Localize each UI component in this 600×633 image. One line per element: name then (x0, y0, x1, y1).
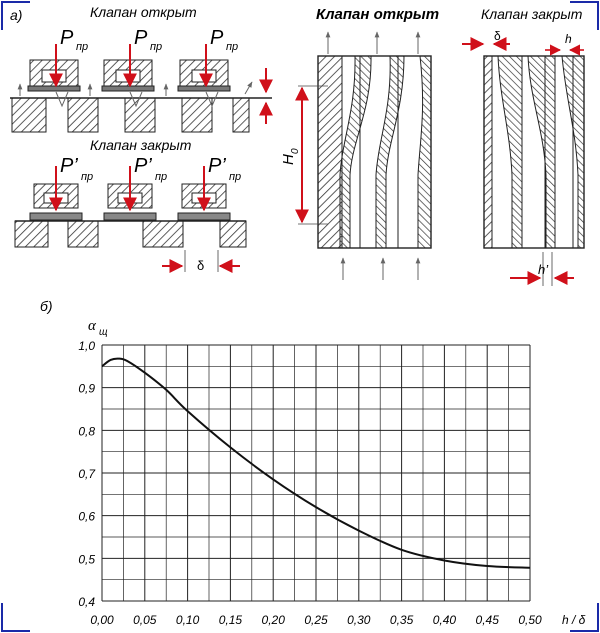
right-h-label: h (565, 32, 572, 46)
x-tick-label: 0,40 (433, 613, 457, 627)
right-hprime-label: h’ (538, 262, 549, 277)
data-curve (101, 357, 531, 569)
force-label: P (210, 27, 224, 49)
force-label-sub: пр (229, 171, 241, 183)
y-tick-label: 0,4 (78, 595, 95, 609)
height-label-sub: 0 (290, 148, 301, 154)
panel-b-label: б) (40, 298, 53, 314)
panel-right: Клапан закрыт δ h h’ (462, 6, 585, 286)
x-tick-label: 0,20 (262, 613, 286, 627)
x-tick-label: 0,10 (176, 613, 200, 627)
open-force-arrows (49, 44, 273, 124)
x-tick-label: 0,35 (390, 613, 414, 627)
panel-a-title-closed: Клапан закрыт (90, 137, 192, 153)
closed-force-arrows (49, 166, 240, 273)
panel-mid-title: Клапан открыт (316, 6, 439, 23)
right-delta-label: δ (494, 29, 501, 43)
closed-valve-seat (14, 220, 247, 248)
height-label-main: H (280, 154, 297, 165)
panel-right-title: Клапан закрыт (481, 6, 583, 22)
force-label-sub: пр (155, 171, 167, 183)
y-tick-label: 1,0 (78, 339, 95, 353)
panel-a-title-open: Клапан открыт (90, 4, 197, 20)
panel-a-label: а) (10, 7, 22, 23)
y-tick-label: 0,5 (78, 552, 95, 566)
force-label: P’ (208, 155, 226, 177)
height-label: H 0 (280, 148, 301, 165)
chart: 0,00 0,05 0,10 0,15 0,20 0,25 0,30 0,35 0,40 0,45… (78, 318, 585, 627)
force-label: P’ (60, 155, 78, 177)
delta-label: δ (197, 258, 204, 273)
open-valve-seat (10, 97, 272, 133)
mid-arrows-bottom (340, 257, 421, 280)
panel-b: б) 0,00 0,05 0,10 0,15 0,20 0,25 0,30 0,35 0,40 0… (40, 298, 586, 627)
x-tick-label: 0,15 (219, 613, 243, 627)
y-tick-label: 0,6 (78, 510, 95, 524)
y-tick-label: 0,9 (78, 382, 95, 396)
closed-force-labels: P’ пр P’ пр P’ пр (60, 155, 241, 183)
x-tick-label: 0,50 (518, 613, 542, 627)
y-tick-label: 0,7 (78, 467, 96, 481)
y-axis-label-sub: щ (99, 327, 108, 338)
x-tick-label: 0,30 (347, 613, 371, 627)
force-label: P (60, 27, 74, 49)
x-tick-label: 0,05 (133, 613, 157, 627)
force-label-sub: пр (76, 41, 88, 53)
x-tick-label: 0,45 (476, 613, 500, 627)
force-label-sub: пр (81, 171, 93, 183)
panel-middle: Клапан открыт H 0 (280, 6, 439, 280)
panel-a: а) Клапан открыт (10, 4, 273, 273)
x-axis-label: h / δ (562, 613, 586, 627)
open-force-labels: P пр P пр P пр (60, 27, 238, 53)
y-tick-label: 0,8 (78, 424, 95, 438)
force-label: P (134, 27, 148, 49)
x-tick-label: 0,25 (304, 613, 328, 627)
force-label: P’ (134, 155, 152, 177)
x-tick-label: 0,00 (90, 613, 114, 627)
y-axis-label: α (88, 318, 97, 334)
force-label-sub: пр (226, 41, 238, 53)
mid-arrows-top (325, 31, 421, 54)
open-valve-flow-arrows (17, 81, 253, 108)
force-label-sub: пр (150, 41, 162, 53)
